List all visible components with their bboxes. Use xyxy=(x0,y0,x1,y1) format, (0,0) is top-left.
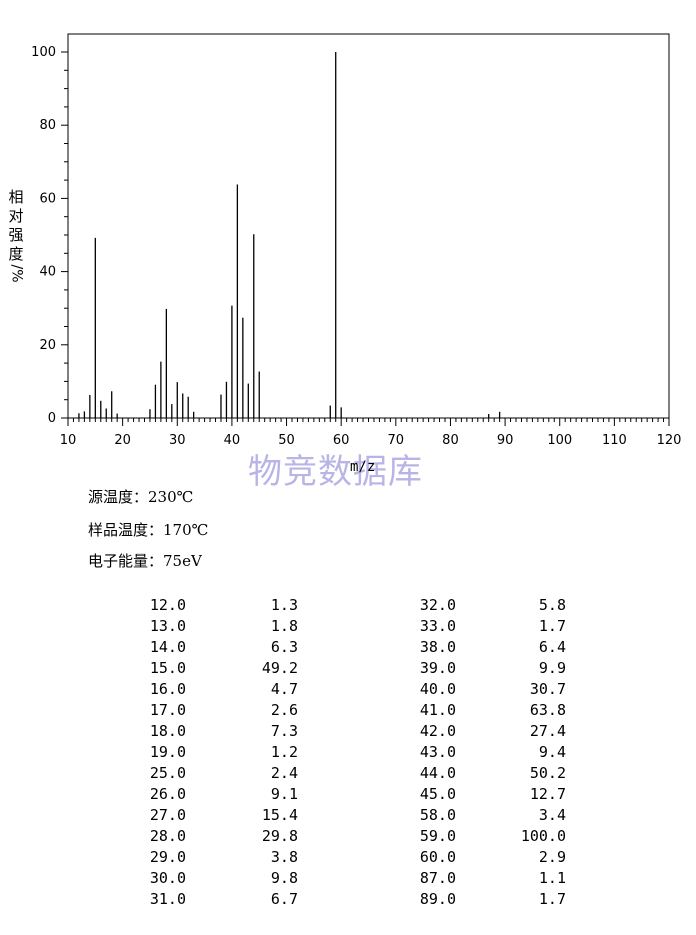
peak-intensity: 2.4 xyxy=(270,764,298,782)
peak-mz: 31.0 xyxy=(149,890,186,908)
peak-intensity: 4.7 xyxy=(270,680,298,698)
peak-intensity: 1.7 xyxy=(538,890,566,908)
x-tick-label: 100 xyxy=(547,433,572,448)
x-tick-label: 120 xyxy=(657,433,682,448)
peak-mz: 13.0 xyxy=(149,617,186,635)
peak-intensity: 9.4 xyxy=(538,743,566,761)
peak-intensity: 12.7 xyxy=(529,785,566,803)
peak-intensity: 5.8 xyxy=(538,596,566,614)
peak-mz: 41.0 xyxy=(419,701,456,719)
peak-mz: 15.0 xyxy=(149,659,186,677)
y-tick-label: 20 xyxy=(39,338,56,353)
y-axis-label-char: 相 xyxy=(8,188,24,206)
x-tick-label: 60 xyxy=(333,433,350,448)
x-tick-label: 110 xyxy=(602,433,627,448)
x-tick-label: 10 xyxy=(60,433,77,448)
peak-intensity: 1.3 xyxy=(270,596,298,614)
y-axis-label-char: 对 xyxy=(8,207,24,225)
y-axis-label-char: 强 xyxy=(8,226,24,244)
peak-mz: 18.0 xyxy=(149,722,186,740)
peak-mz: 43.0 xyxy=(419,743,456,761)
x-tick-label: 90 xyxy=(497,433,514,448)
peak-mz: 12.0 xyxy=(149,596,186,614)
peak-intensity: 7.3 xyxy=(270,722,298,740)
peak-mz: 39.0 xyxy=(419,659,456,677)
peak-intensity: 27.4 xyxy=(529,722,566,740)
mass-spectrum-chart: 0 20 40 60 80 100 10 20 30 40 50 60 70 80 90 100 110 120 xyxy=(31,33,682,448)
peak-mz: 19.0 xyxy=(149,743,186,761)
x-tick-label: 70 xyxy=(388,433,405,448)
y-tick-label: 60 xyxy=(39,191,56,206)
peak-intensity: 6.3 xyxy=(270,638,298,656)
peak-mz: 44.0 xyxy=(419,764,456,782)
peak-mz: 42.0 xyxy=(419,722,456,740)
y-axis-label-char: 度 xyxy=(8,245,24,263)
x-tick-label: 30 xyxy=(169,433,186,448)
peak-intensity: 1.8 xyxy=(270,617,298,635)
peak-intensity: 6.7 xyxy=(270,890,298,908)
peak-intensity: 9.1 xyxy=(270,785,298,803)
source-temperature: 源温度：230℃ xyxy=(88,488,194,506)
peak-intensity: 9.8 xyxy=(270,869,298,887)
peak-mz: 89.0 xyxy=(419,890,456,908)
peak-intensity: 1.2 xyxy=(270,743,298,761)
peak-mz: 26.0 xyxy=(149,785,186,803)
peak-mz: 60.0 xyxy=(419,848,456,866)
peak-intensity: 30.7 xyxy=(529,680,566,698)
peak-intensity: 15.4 xyxy=(261,806,298,824)
peak-mz: 45.0 xyxy=(419,785,456,803)
x-axis: 10 20 30 40 50 60 70 80 90 100 110 120 xyxy=(60,418,682,448)
peak-mz: 25.0 xyxy=(149,764,186,782)
sample-temperature: 样品温度：170℃ xyxy=(88,521,209,539)
electron-energy: 电子能量：75eV xyxy=(88,552,202,570)
peak-intensity: 3.8 xyxy=(270,848,298,866)
y-axis-label-unit: /% xyxy=(8,264,25,283)
peak-intensity: 50.2 xyxy=(529,764,566,782)
peak-intensity: 29.8 xyxy=(261,827,298,845)
peak-mz: 14.0 xyxy=(149,638,186,656)
peak-mz: 30.0 xyxy=(149,869,186,887)
peak-intensity: 2.9 xyxy=(538,848,566,866)
peak-mz: 16.0 xyxy=(149,680,186,698)
watermark: 物竞数据库 xyxy=(248,452,423,492)
peak-mz: 38.0 xyxy=(419,638,456,656)
peak-mz: 87.0 xyxy=(419,869,456,887)
peak-intensity: 100.0 xyxy=(520,827,566,845)
peak-mz: 27.0 xyxy=(149,806,186,824)
x-axis-label: m/z xyxy=(350,459,376,475)
peak-mz: 32.0 xyxy=(419,596,456,614)
x-tick-label: 40 xyxy=(224,433,241,448)
peak-mz: 17.0 xyxy=(149,701,186,719)
peak-intensity: 6.4 xyxy=(538,638,566,656)
x-tick-label: 20 xyxy=(114,433,131,448)
y-tick-label: 0 xyxy=(48,411,56,426)
peak-mz: 59.0 xyxy=(419,827,456,845)
y-axis-label: 相 对 强 度 /% xyxy=(6,188,26,283)
peak-mz: 58.0 xyxy=(419,806,456,824)
peak-intensity: 3.4 xyxy=(538,806,566,824)
y-tick-label: 80 xyxy=(39,118,56,133)
y-tick-label: 100 xyxy=(31,45,56,60)
peak-intensity: 1.1 xyxy=(538,869,566,887)
x-tick-label: 80 xyxy=(442,433,459,448)
y-tick-label: 40 xyxy=(39,265,56,280)
peak-mz: 33.0 xyxy=(419,617,456,635)
y-axis: 0 20 40 60 80 100 xyxy=(31,45,68,426)
peak-intensity: 63.8 xyxy=(529,701,566,719)
peak-mz: 29.0 xyxy=(149,848,186,866)
peak-mz: 40.0 xyxy=(419,680,456,698)
spectrum-peaks xyxy=(78,52,501,418)
peak-intensity: 9.9 xyxy=(538,659,566,677)
x-tick-label: 50 xyxy=(278,433,295,448)
peak-mz: 28.0 xyxy=(149,827,186,845)
peak-intensity: 2.6 xyxy=(270,701,298,719)
peak-intensity: 1.7 xyxy=(538,617,566,635)
peak-intensity: 49.2 xyxy=(261,659,298,677)
plot-frame xyxy=(67,33,670,419)
